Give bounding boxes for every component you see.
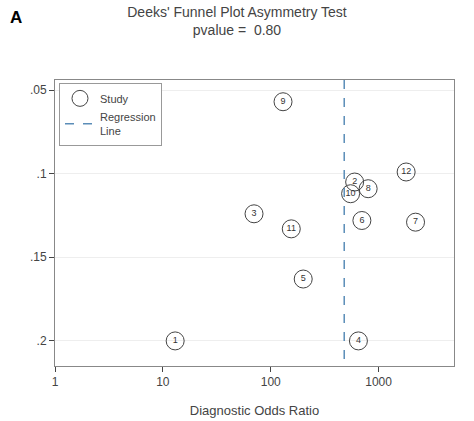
svg-text:4: 4 (356, 335, 361, 345)
svg-text:.15: .15 (30, 250, 47, 264)
svg-text:11: 11 (287, 223, 296, 233)
svg-text:7: 7 (413, 216, 418, 226)
svg-text:1: 1 (173, 335, 178, 345)
svg-text:5: 5 (301, 273, 306, 283)
svg-text:100: 100 (261, 375, 281, 389)
svg-text:8: 8 (366, 183, 371, 193)
svg-text:10: 10 (156, 375, 170, 389)
svg-text:3: 3 (252, 208, 257, 218)
svg-text:.05: .05 (30, 83, 47, 97)
svg-text:Diagnostic Odds Ratio: Diagnostic Odds Ratio (190, 403, 319, 418)
svg-text:1000: 1000 (365, 375, 392, 389)
svg-text:.1: .1 (37, 167, 47, 181)
svg-text:.2: .2 (37, 334, 47, 348)
svg-text:10: 10 (346, 188, 356, 198)
svg-text:9: 9 (281, 96, 286, 106)
svg-text:A: A (10, 8, 22, 27)
svg-text:Deeks' Funnel Plot Asymmetry T: Deeks' Funnel Plot Asymmetry Testpvalue … (127, 4, 347, 38)
svg-text:2: 2 (352, 176, 357, 186)
svg-text:RegressionLine: RegressionLine (100, 111, 156, 137)
svg-text:12: 12 (401, 166, 411, 176)
svg-text:6: 6 (359, 215, 364, 225)
svg-text:1: 1 (52, 375, 59, 389)
svg-text:Study: Study (100, 93, 129, 105)
